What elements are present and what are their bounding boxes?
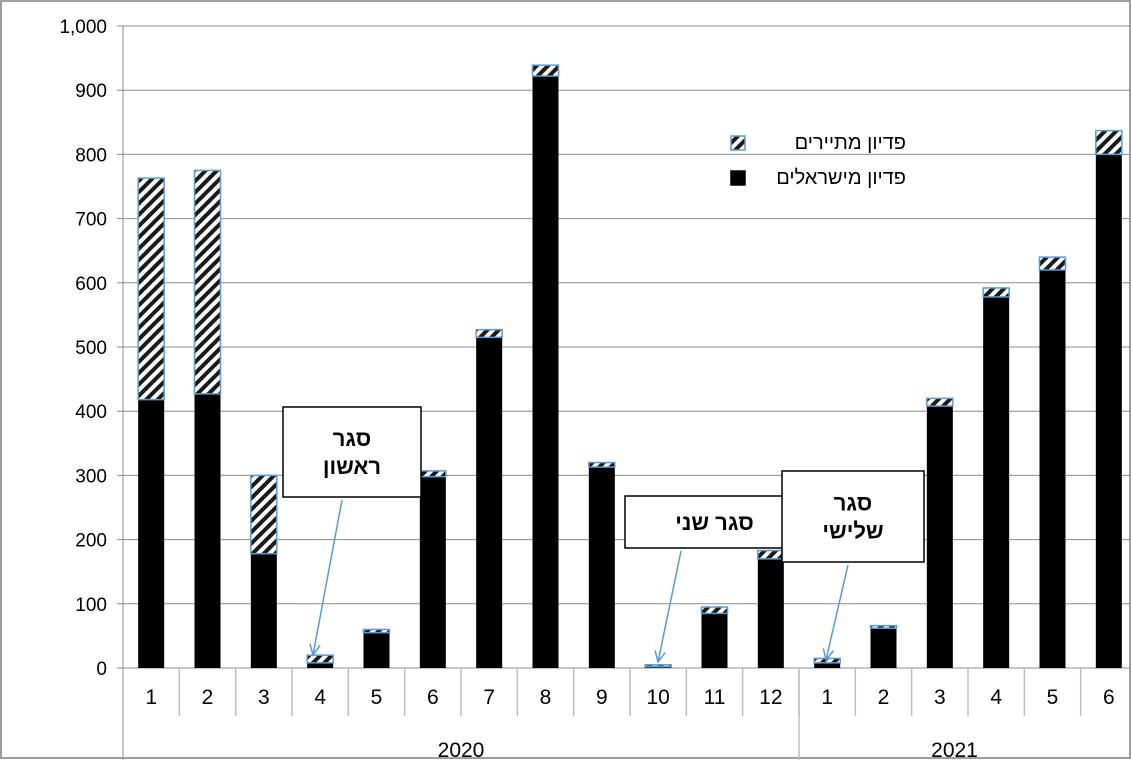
x-tick-label: 7 bbox=[483, 686, 495, 709]
bar-tourists bbox=[362, 628, 391, 634]
callouts: סגר ראשון סגר שני סגר שלישי bbox=[282, 406, 925, 664]
bar-tourists bbox=[1038, 256, 1067, 271]
bar-tourists bbox=[588, 461, 616, 468]
bar-israelis bbox=[814, 662, 841, 668]
y-tick-label: 100 bbox=[75, 595, 107, 616]
x-tick-label: 10 bbox=[646, 686, 669, 709]
bar-israelis bbox=[1095, 154, 1122, 668]
bar-tourists bbox=[531, 64, 560, 77]
callout-text: סגר bbox=[333, 426, 372, 451]
bar-tourists bbox=[475, 328, 503, 339]
callout-box bbox=[624, 495, 785, 549]
callout-text: סגר שני bbox=[675, 510, 754, 535]
legend-swatch bbox=[730, 135, 746, 151]
callout-text: ראשון bbox=[323, 454, 381, 479]
x-group-label: 2020 bbox=[438, 739, 485, 760]
bar-tourists bbox=[982, 287, 1010, 298]
bar-israelis bbox=[363, 632, 390, 668]
y-tick-label: 0 bbox=[96, 659, 107, 680]
x-tick-label: 6 bbox=[427, 686, 439, 709]
y-tick-label: 600 bbox=[75, 274, 107, 295]
bar-israelis bbox=[870, 628, 897, 668]
callout-arrowhead bbox=[822, 648, 835, 662]
bar-tourists bbox=[869, 624, 898, 629]
legend-swatch bbox=[730, 170, 746, 186]
x-tick-label: 5 bbox=[371, 686, 383, 709]
x-tick-label: 1 bbox=[145, 686, 157, 709]
x-tick-label: 5 bbox=[1047, 686, 1059, 709]
bar-israelis bbox=[701, 613, 728, 668]
bar-tourists bbox=[644, 664, 672, 668]
legend-label: פדיון מתיירים bbox=[795, 132, 906, 154]
x-group-label: 2021 bbox=[931, 739, 978, 760]
y-tick-label: 1,000 bbox=[59, 17, 107, 38]
y-tick-label: 300 bbox=[75, 466, 107, 487]
y-tick-label: 500 bbox=[75, 338, 107, 359]
callout-arrow bbox=[825, 564, 849, 661]
bar-tourists bbox=[193, 169, 222, 395]
x-tick-label: 8 bbox=[540, 686, 552, 709]
legend-label: פדיון מישראלים bbox=[776, 167, 906, 189]
y-tick-label: 900 bbox=[75, 81, 107, 102]
axis-labels: 0 100 200 300 400 500 600 700 800 900 1,000 2020 202… bbox=[59, 17, 1114, 760]
bar-israelis bbox=[138, 399, 165, 668]
callout-arrowhead bbox=[654, 650, 666, 664]
callout-text: סגר bbox=[834, 491, 873, 516]
callout-arrowhead bbox=[309, 643, 321, 657]
bar-tourists bbox=[926, 397, 954, 407]
x-tick-label: 1 bbox=[821, 686, 833, 709]
axes bbox=[117, 25, 1130, 760]
y-tick-label: 400 bbox=[75, 402, 107, 423]
callout-arrow bbox=[312, 499, 343, 656]
x-tick-label: 4 bbox=[990, 686, 1002, 709]
callout-arrow bbox=[657, 550, 682, 663]
bar-israelis bbox=[757, 558, 784, 668]
bar-israelis bbox=[307, 662, 334, 668]
x-tick-label: 2 bbox=[202, 686, 214, 709]
legend: פדיון מתיירים פדיון מישראלים bbox=[730, 132, 906, 189]
bar-tourists bbox=[250, 474, 278, 555]
bar-israelis bbox=[194, 393, 221, 668]
bar-tourists bbox=[700, 606, 729, 615]
bar-tourists bbox=[306, 654, 334, 664]
x-tick-label: 4 bbox=[314, 686, 326, 709]
y-tick-label: 700 bbox=[75, 210, 107, 231]
x-tick-label: 3 bbox=[934, 686, 946, 709]
y-tick-label: 200 bbox=[75, 531, 107, 552]
bars bbox=[137, 64, 1123, 669]
callout-text: שלישי bbox=[822, 519, 883, 544]
bar-israelis bbox=[476, 337, 503, 668]
x-tick-label: 6 bbox=[1103, 686, 1115, 709]
bar-tourists bbox=[757, 549, 785, 560]
bar-tourists bbox=[419, 470, 447, 478]
gridlines bbox=[123, 25, 1130, 669]
bar-israelis bbox=[419, 476, 446, 668]
bar-israelis bbox=[926, 406, 953, 668]
bar-israelis bbox=[983, 296, 1010, 668]
bar-israelis bbox=[588, 467, 615, 668]
bar-israelis bbox=[532, 76, 559, 669]
bar-tourists bbox=[137, 177, 165, 401]
bar-israelis bbox=[1039, 269, 1066, 668]
x-tick-label: 12 bbox=[759, 686, 782, 709]
callout-box bbox=[781, 470, 925, 563]
bar-israelis bbox=[250, 553, 277, 668]
x-tick-label: 9 bbox=[596, 686, 608, 709]
bar-tourists bbox=[1095, 129, 1123, 156]
x-tick-label: 2 bbox=[878, 686, 890, 709]
callout-box bbox=[282, 406, 422, 498]
x-tick-label: 3 bbox=[258, 686, 270, 709]
y-tick-label: 800 bbox=[75, 145, 107, 166]
x-tick-label: 11 bbox=[704, 686, 726, 709]
